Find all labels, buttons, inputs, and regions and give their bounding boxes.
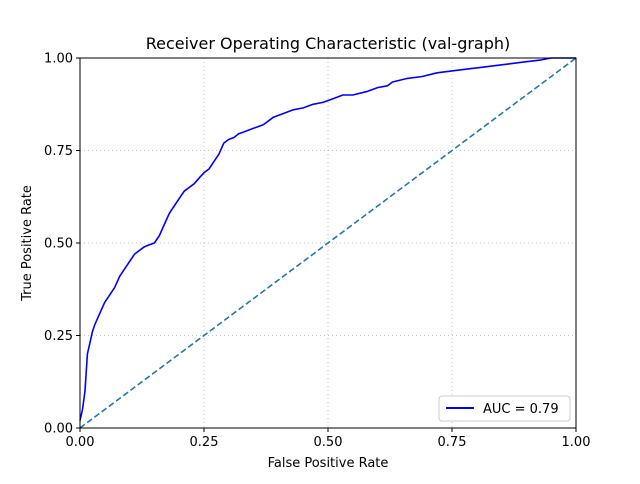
chance-diagonal-line [79,57,577,429]
x-tick-label-1: 0.25 [190,435,219,450]
legend: AUC = 0.79 [438,395,571,422]
series-layer [79,57,577,429]
chart-title: Receiver Operating Characteristic (val-g… [146,34,511,53]
y-tick-label-0: 0.00 [44,422,73,437]
y-tick-label-1: 0.25 [44,329,73,344]
x-tick-label-2: 0.50 [314,435,343,450]
legend-label: AUC = 0.79 [483,402,559,417]
y-tick-label-2: 0.50 [44,237,73,252]
tick-layer: 0.00 0.25 0.50 0.75 1.00 0.00 0.25 0.50 0.75 1.00 [44,52,590,451]
x-tick-label-0: 0.00 [66,435,95,450]
x-axis-label: False Positive Rate [268,456,389,471]
y-tick-label-3: 0.75 [44,144,73,159]
roc-curve-line [79,57,576,421]
y-axis-label: True Positive Rate [20,185,35,302]
x-tick-label-4: 1.00 [562,435,591,450]
x-tick-label-3: 0.75 [438,435,467,450]
y-tick-label-4: 1.00 [44,52,73,67]
legend-box [438,395,571,422]
